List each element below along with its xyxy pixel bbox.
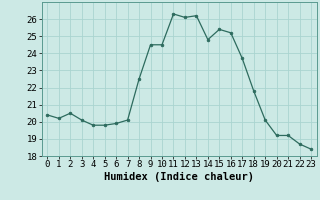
X-axis label: Humidex (Indice chaleur): Humidex (Indice chaleur): [104, 172, 254, 182]
